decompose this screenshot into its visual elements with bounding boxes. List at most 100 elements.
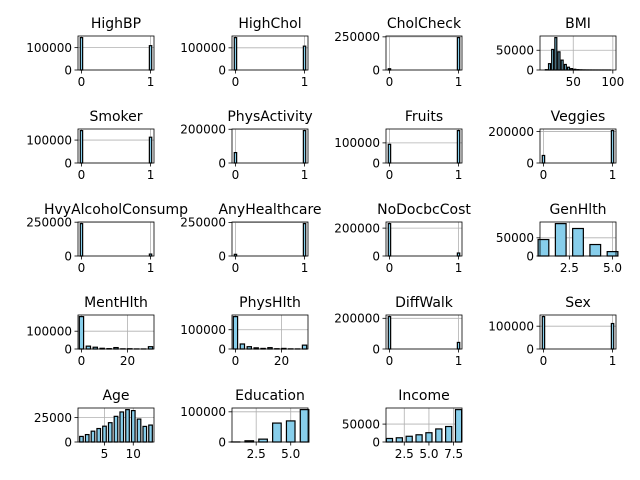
panel-bmi: 50 100 0 50000 BMI	[496, 16, 624, 89]
veggies-title: Veggies	[551, 109, 606, 125]
bmi-title: BMI	[565, 16, 591, 32]
bmi-bar-2	[551, 48, 555, 71]
physhlth-bar-10	[301, 344, 308, 350]
physactivity-title: PhysActivity	[227, 109, 312, 125]
age-bar-9	[130, 409, 136, 443]
sex-xtick-label-0: 0	[540, 354, 548, 368]
highchol-bar-1	[302, 45, 307, 71]
fruits-bar-1	[456, 130, 461, 164]
bmi-bar-4	[557, 51, 561, 71]
income-ytick-label-1: 50000	[342, 417, 380, 431]
anyhealthcare-axes-frame	[231, 221, 309, 257]
age-bar-4	[102, 425, 107, 443]
menthlth-xtick-label-1: 20	[120, 354, 135, 368]
income-ytick-label-0: 0	[372, 435, 380, 449]
bmi-ytick-label-1: 50000	[496, 44, 534, 58]
genhlth-xtick-label-1: 5.0	[603, 261, 622, 275]
highchol-xtick-label-0: 0	[232, 75, 240, 89]
income-xtick-label-1: 5.0	[419, 447, 438, 461]
age-axes-frame	[77, 407, 155, 443]
smoker-ytick-label-0: 0	[64, 156, 72, 170]
cholcheck-axes-frame	[385, 35, 463, 71]
hvyalcoholconsump-title: HvyAlcoholConsump	[44, 202, 188, 218]
physhlth-title: PhysHlth	[239, 295, 301, 311]
income-bar-5	[435, 428, 443, 443]
panel-veggies: 0 1 0 200000 Veggies	[488, 109, 617, 182]
diffwalk-xtick-label-1: 1	[455, 354, 463, 368]
education-xtick-label-1: 5.0	[281, 447, 300, 461]
income-bar-6	[445, 425, 453, 443]
age-ytick-label-1: 25000	[34, 411, 72, 425]
nodocbccost-ytick-label-0: 0	[372, 249, 380, 263]
cholcheck-xtick-label-0: 0	[386, 75, 394, 89]
bmi-xtick-label-1: 100	[601, 75, 624, 89]
anyhealthcare-title: AnyHealthcare	[218, 202, 321, 218]
highbp-axes-frame	[77, 35, 155, 71]
age-xtick-label-0: 5	[101, 447, 109, 461]
bmi-bar-6	[563, 63, 567, 71]
nodocbccost-title: NoDocbcCost	[377, 202, 471, 218]
sex-title: Sex	[565, 295, 591, 311]
nodocbccost-bar-1	[456, 252, 461, 257]
smoker-ytick-label-1: 100000	[26, 133, 72, 147]
veggies-xtick-label-1: 1	[609, 168, 617, 182]
panel-physhlth: 0 20 0 100000 PhysHlth	[180, 295, 309, 368]
diffwalk-bar-0	[387, 316, 392, 350]
panel-genhlth: 2.5 5.0 0 50000 GenHlth	[496, 202, 622, 275]
veggies-ytick-label-1: 200000	[488, 125, 534, 139]
genhlth-bar-2	[572, 227, 584, 257]
income-xtick-label-2: 7.5	[444, 447, 463, 461]
diffwalk-ytick-label-0: 0	[372, 342, 380, 356]
bmi-bar-5	[560, 59, 564, 71]
menthlth-ytick-label-1: 100000	[26, 325, 72, 339]
highbp-bar-1	[148, 45, 153, 71]
nodocbccost-xtick-label-0: 0	[386, 261, 394, 275]
sex-bar-1	[610, 322, 615, 350]
smoker-axes-frame	[77, 128, 155, 164]
anyhealthcare-ytick-label-0: 0	[218, 249, 226, 263]
menthlth-bar-0	[78, 316, 85, 350]
bmi-bar-7	[566, 66, 571, 71]
hvyalcoholconsump-ytick-label-1: 250000	[26, 215, 72, 229]
physhlth-bar-0	[232, 316, 239, 350]
sex-ytick-label-0: 0	[526, 342, 534, 356]
smoker-title: Smoker	[89, 109, 142, 125]
income-bar-2	[405, 435, 413, 443]
panel-nodocbccost: 0 1 0 200000 NoDocbcCost	[334, 202, 471, 275]
age-bar-1	[84, 433, 90, 443]
sex-bar-0	[541, 316, 546, 350]
panel-smoker: 0 1 0 100000 Smoker	[26, 109, 155, 182]
age-bar-11	[142, 425, 148, 443]
highbp-title: HighBP	[91, 16, 141, 32]
panel-sex: 0 1 0 100000 Sex	[488, 295, 617, 368]
highchol-title: HighChol	[238, 16, 301, 32]
menthlth-xtick-label-0: 0	[78, 354, 86, 368]
sex-ytick-label-1: 100000	[488, 319, 534, 333]
physactivity-bar-0	[233, 151, 238, 164]
menthlth-axes-frame	[77, 314, 155, 350]
genhlth-bar-1	[554, 223, 567, 257]
highbp-bar-0	[79, 37, 84, 71]
genhlth-bar-3	[589, 243, 602, 257]
highchol-ytick-label-1: 100000	[180, 41, 226, 55]
fruits-bar-0	[387, 143, 392, 164]
anyhealthcare-bar-1	[302, 223, 307, 257]
diffwalk-title: DiffWalk	[395, 295, 454, 311]
highchol-xtick-label-1: 1	[301, 75, 309, 89]
physactivity-ytick-label-1: 200000	[180, 123, 226, 137]
cholcheck-title: CholCheck	[387, 16, 462, 32]
bmi-axes-frame	[539, 35, 617, 71]
panel-highchol: 0 1 0 100000 HighChol	[180, 16, 309, 89]
age-ytick-label-0: 0	[64, 435, 72, 449]
physactivity-bar-1	[302, 130, 307, 164]
education-ytick-label-0: 0	[218, 435, 226, 449]
sex-axes-frame	[539, 314, 617, 350]
physhlth-bar-1	[239, 343, 246, 350]
education-bar-5	[299, 409, 310, 443]
genhlth-ytick-label-0: 0	[526, 249, 534, 263]
income-axes-frame	[385, 407, 463, 443]
nodocbccost-xtick-label-1: 1	[455, 261, 463, 275]
education-ytick-label-1: 100000	[180, 405, 226, 419]
